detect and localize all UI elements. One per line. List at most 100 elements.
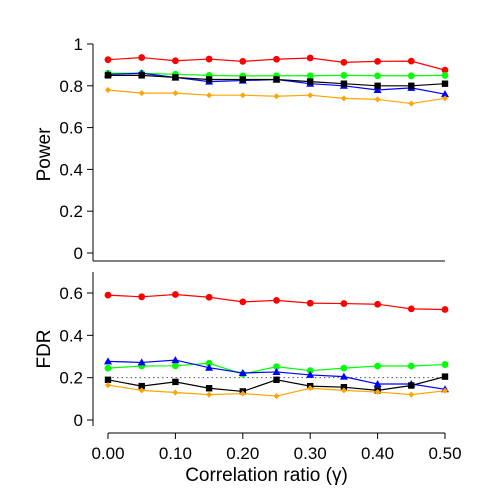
bottom-data-point bbox=[306, 367, 314, 375]
fdr-panel: 0 0.2 0.4 0.6 FDR 0.00 0.10 0.20 0.30 0.40 0.50 Cor… bbox=[34, 272, 462, 486]
bottom-data-point bbox=[137, 358, 146, 366]
bottom-y-tick-label: 0.6 bbox=[59, 284, 83, 303]
top-data-point bbox=[407, 72, 415, 80]
power-panel: 0 0.2 0.4 0.6 0.8 1 Power bbox=[34, 35, 449, 263]
top-data-point bbox=[138, 90, 145, 97]
top-data-point bbox=[340, 58, 348, 66]
top-data-point bbox=[441, 90, 449, 98]
bottom-data-point bbox=[441, 373, 449, 380]
top-y-tick-label: 0.6 bbox=[59, 119, 83, 138]
top-data-point bbox=[307, 92, 314, 99]
top-data-point bbox=[138, 72, 145, 79]
bottom-data-point bbox=[172, 362, 179, 370]
top-data-point bbox=[340, 95, 347, 102]
bottom-data-point bbox=[273, 363, 280, 371]
bottom-data-point bbox=[407, 362, 415, 370]
bottom-data-point bbox=[105, 382, 111, 389]
top-y-tick-label: 0.8 bbox=[59, 77, 83, 96]
top-data-point bbox=[172, 74, 179, 81]
bottom-data-point bbox=[172, 389, 179, 396]
top-data-point bbox=[374, 72, 381, 80]
top-data-point bbox=[172, 57, 179, 65]
top-data-point bbox=[307, 78, 314, 85]
top-data-point bbox=[172, 90, 179, 97]
x-tick-label: 0.30 bbox=[294, 444, 327, 463]
top-data-point bbox=[306, 72, 314, 80]
bottom-data-point bbox=[408, 382, 415, 389]
top-data-point bbox=[306, 54, 314, 62]
bottom-data-point bbox=[138, 382, 145, 390]
top-y-tick-label: 0 bbox=[74, 244, 83, 263]
bottom-data-point bbox=[104, 291, 112, 299]
bottom-data-point bbox=[442, 387, 448, 394]
top-data-point bbox=[239, 76, 246, 83]
bottom-data-point bbox=[374, 362, 381, 370]
top-y-axis-title: Power bbox=[34, 127, 55, 182]
x-tick-label: 0.10 bbox=[159, 444, 192, 463]
bottom-data-point bbox=[374, 389, 381, 396]
top-data-point bbox=[408, 100, 415, 107]
bottom-data-point bbox=[206, 391, 213, 398]
bottom-data-point bbox=[238, 369, 247, 377]
bottom-data-point bbox=[138, 387, 145, 394]
top-data-point bbox=[104, 56, 112, 64]
top-data-point bbox=[441, 80, 449, 87]
bottom-data-point bbox=[239, 390, 246, 397]
top-data-point bbox=[273, 93, 280, 100]
bottom-data-point bbox=[408, 391, 415, 398]
top-data-point bbox=[273, 55, 280, 63]
top-y-tick-label: 0.2 bbox=[59, 202, 83, 221]
bottom-data-point bbox=[340, 383, 348, 391]
bottom-data-point bbox=[407, 305, 415, 313]
bottom-data-point bbox=[307, 385, 314, 392]
top-data-point bbox=[104, 72, 112, 79]
top-data-point bbox=[373, 85, 382, 93]
x-tick-label: 0.20 bbox=[226, 444, 259, 463]
bottom-data-point bbox=[306, 299, 314, 307]
bottom-data-point bbox=[273, 376, 280, 383]
bottom-data-point bbox=[205, 385, 213, 392]
bottom-data-point bbox=[172, 378, 179, 386]
x-axis-title: Correlation ratio (γ) bbox=[185, 465, 348, 486]
bottom-y-tick-label: 0.2 bbox=[59, 369, 83, 388]
bottom-data-point bbox=[339, 372, 348, 380]
bottom-data-point bbox=[441, 306, 449, 313]
top-data-point bbox=[340, 80, 348, 87]
top-data-point bbox=[105, 86, 111, 93]
top-data-point bbox=[340, 71, 348, 79]
bottom-data-point bbox=[239, 298, 247, 306]
top-data-point bbox=[441, 71, 449, 79]
top-data-point bbox=[205, 55, 213, 63]
bottom-y-tick-label: 0.4 bbox=[59, 326, 83, 345]
bottom-y-axis-title: FDR bbox=[34, 329, 55, 368]
top-data-point bbox=[408, 82, 415, 89]
top-data-point bbox=[407, 57, 415, 65]
bottom-y-tick-label: 0 bbox=[74, 411, 83, 430]
top-data-point bbox=[374, 96, 381, 103]
top-data-point bbox=[206, 92, 213, 99]
top-data-point bbox=[374, 57, 381, 65]
bottom-data-point bbox=[104, 364, 112, 372]
bottom-data-point bbox=[273, 393, 280, 400]
x-tick-label: 0.40 bbox=[361, 444, 394, 463]
bottom-data-point bbox=[340, 300, 348, 307]
bottom-data-point bbox=[272, 367, 281, 375]
bottom-data-point bbox=[172, 291, 179, 298]
bottom-data-point bbox=[104, 357, 112, 365]
top-data-point bbox=[239, 57, 247, 65]
top-data-point bbox=[273, 76, 280, 83]
top-data-point bbox=[205, 76, 213, 83]
top-data-point bbox=[442, 95, 448, 102]
bottom-data-point bbox=[273, 297, 280, 304]
top-y-tick-label: 1 bbox=[74, 35, 83, 54]
top-data-point bbox=[441, 66, 449, 74]
bottom-data-point bbox=[205, 293, 213, 301]
bottom-data-point bbox=[104, 376, 112, 383]
bottom-data-point bbox=[205, 359, 213, 367]
bottom-data-point bbox=[441, 361, 449, 368]
bottom-data-point bbox=[306, 370, 315, 378]
top-data-point bbox=[374, 82, 381, 89]
x-tick-label: 0.50 bbox=[428, 444, 461, 463]
x-tick-label: 0.00 bbox=[91, 444, 124, 463]
